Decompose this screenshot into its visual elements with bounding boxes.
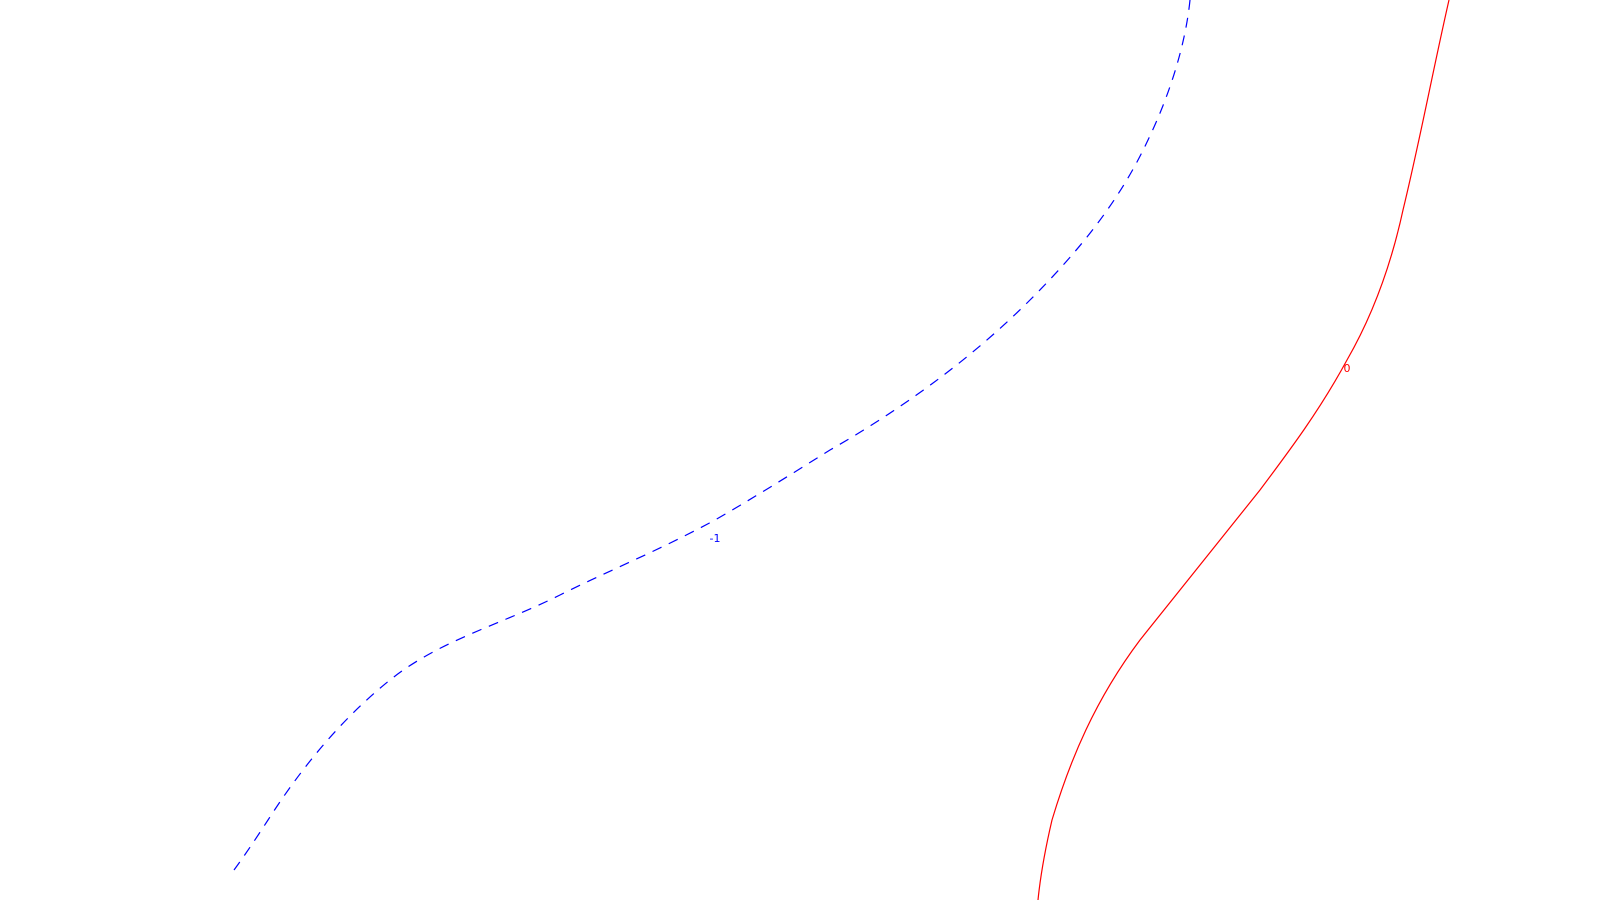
contour-label-level-neg1: -1 <box>710 532 721 545</box>
contour-label-level-0: 0 <box>1344 362 1351 375</box>
contour-line-level-neg1 <box>233 0 1191 871</box>
contour-line-level-0 <box>1037 0 1450 900</box>
